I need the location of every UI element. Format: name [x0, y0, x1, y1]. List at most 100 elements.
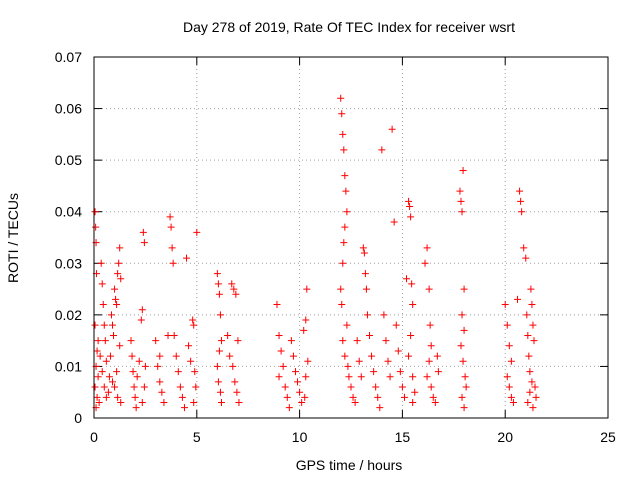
data-point: [390, 218, 398, 226]
data-point: [503, 373, 511, 381]
x-tick-label: 0: [90, 429, 98, 445]
data-point: [522, 254, 530, 262]
data-point: [128, 352, 136, 360]
chart-title: Day 278 of 2019, Rate Of TEC Index for r…: [183, 19, 515, 35]
data-point: [353, 337, 361, 345]
data-point: [529, 321, 537, 329]
data-point: [156, 378, 164, 386]
data-point: [407, 331, 415, 339]
data-point: [528, 378, 536, 386]
data-point: [190, 321, 198, 329]
data-point: [303, 285, 311, 293]
data-point: [289, 352, 297, 360]
data-point: [360, 249, 368, 257]
data-point: [230, 285, 238, 293]
data-point: [429, 393, 437, 401]
data-point: [279, 362, 287, 370]
data-point: [505, 342, 513, 350]
data-point: [376, 404, 384, 412]
data-point: [140, 239, 148, 247]
data-point: [349, 393, 357, 401]
data-point: [457, 342, 465, 350]
data-point: [434, 368, 442, 376]
data-point: [176, 383, 184, 391]
data-point: [427, 383, 435, 391]
data-point: [160, 399, 168, 407]
data-point: [93, 347, 101, 355]
data-point: [507, 357, 515, 365]
data-point: [368, 352, 376, 360]
data-point: [342, 187, 350, 195]
data-point: [138, 306, 146, 314]
data-point: [158, 388, 166, 396]
data-point: [111, 285, 119, 293]
data-point: [341, 352, 349, 360]
y-tick-label: 0.01: [55, 358, 82, 374]
data-point: [458, 208, 466, 216]
data-point: [532, 393, 540, 401]
data-point: [409, 373, 417, 381]
data-point: [456, 187, 464, 195]
data-point: [117, 399, 125, 407]
data-point: [501, 301, 509, 309]
data-point: [114, 270, 122, 278]
data-point: [281, 383, 289, 391]
data-point: [394, 347, 402, 355]
data-point: [517, 197, 525, 205]
data-point: [178, 393, 186, 401]
data-point: [343, 321, 351, 329]
data-point: [137, 316, 145, 324]
data-point: [380, 311, 388, 319]
data-point: [226, 352, 234, 360]
data-point: [523, 311, 531, 319]
data-point: [304, 357, 312, 365]
data-point: [97, 259, 105, 267]
data-point: [273, 301, 281, 309]
data-point: [224, 331, 232, 339]
data-point: [423, 244, 431, 252]
data-point: [229, 362, 237, 370]
data-point: [110, 331, 118, 339]
data-point: [400, 393, 408, 401]
data-point: [396, 368, 404, 376]
data-point: [388, 125, 396, 133]
data-point: [458, 393, 466, 401]
data-point: [514, 295, 522, 303]
data-point: [215, 347, 223, 355]
data-point: [426, 321, 434, 329]
data-point: [135, 357, 143, 365]
data-point: [366, 331, 374, 339]
data-point: [140, 383, 148, 391]
data-point: [509, 399, 517, 407]
data-point: [339, 259, 347, 267]
y-tick-label: 0.03: [55, 255, 82, 271]
data-point: [338, 301, 346, 309]
data-point: [458, 311, 466, 319]
data-point: [457, 197, 465, 205]
data-point: [115, 259, 123, 267]
data-point: [341, 223, 349, 231]
data-point: [425, 285, 433, 293]
data-point: [406, 203, 414, 211]
data-point: [112, 295, 120, 303]
data-point: [343, 208, 351, 216]
plot-frame: [93, 56, 609, 419]
data-point: [520, 244, 528, 252]
data-point: [152, 337, 160, 345]
data-point: [405, 352, 413, 360]
data-point: [99, 301, 107, 309]
data-point: [345, 373, 353, 381]
data-point: [355, 357, 363, 365]
data-point: [109, 321, 117, 329]
data-point: [526, 388, 534, 396]
y-tick-label: 0.07: [55, 49, 82, 65]
data-point: [460, 326, 468, 334]
data-point: [291, 368, 299, 376]
data-point: [459, 357, 467, 365]
data-point: [102, 393, 110, 401]
data-point: [403, 275, 411, 283]
data-point: [130, 383, 138, 391]
data-point: [95, 399, 103, 407]
data-point: [93, 393, 101, 401]
data-point: [409, 399, 417, 407]
